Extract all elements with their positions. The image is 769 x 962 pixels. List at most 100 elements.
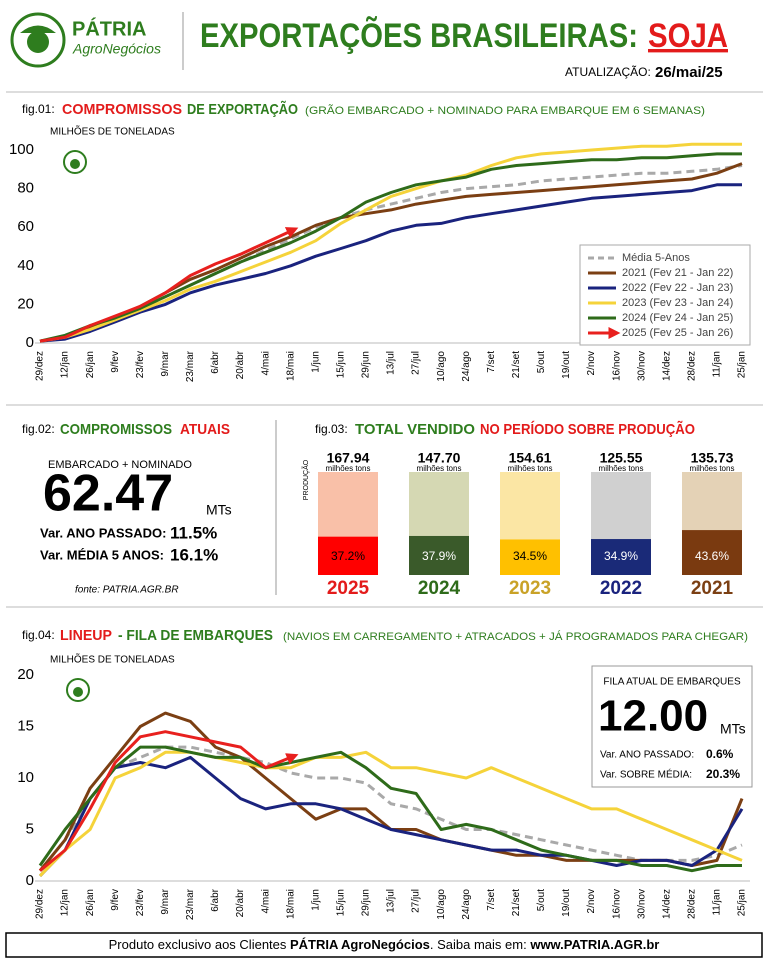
bar-sold-label: 37.9% bbox=[422, 549, 456, 563]
kpi-var: 11.5% bbox=[170, 523, 217, 542]
x-tick-label: 9/fev bbox=[110, 351, 121, 373]
x-tick-label: 23/mar bbox=[185, 888, 196, 920]
x-tick-label: 15/jun bbox=[335, 889, 346, 916]
x-tick-label: 13/jul bbox=[386, 889, 397, 913]
category-label: 2025 bbox=[327, 578, 370, 599]
chart-logo bbox=[63, 150, 87, 174]
x-tick-label: 16/nov bbox=[611, 351, 622, 381]
y-tick-label: 40 bbox=[17, 257, 34, 274]
x-tick-label: 27/jul bbox=[411, 889, 422, 913]
bar-total-label: 135.73 bbox=[691, 450, 734, 466]
category-label: 2021 bbox=[691, 578, 734, 599]
bar-sold-label: 34.9% bbox=[604, 549, 638, 563]
footer-url: www.PATRIA.AGR.br bbox=[529, 937, 659, 952]
kpi-box-title: FILA ATUAL DE EMBARQUES bbox=[603, 677, 741, 688]
series-line bbox=[38, 750, 743, 877]
x-tick-label: 1/jun bbox=[310, 351, 321, 373]
fig-title: LINEUP bbox=[60, 627, 112, 644]
fig-subtitle: (NAVIOS EM CARREGAMENTO + ATRACADOS + JÁ… bbox=[283, 630, 748, 643]
footer-box bbox=[5, 932, 763, 958]
legend-label: Média 5-Anos bbox=[622, 252, 690, 264]
y-axis-label: MILHÕES DE TONELADAS bbox=[50, 653, 175, 666]
x-tick-label: 18/mai bbox=[285, 889, 296, 919]
x-tick-label: 26/jan bbox=[85, 351, 96, 378]
x-tick-label: 14/dez bbox=[661, 889, 672, 919]
y-tick-label: 0 bbox=[26, 872, 34, 889]
fig-title: - FILA DE EMBARQUES bbox=[118, 627, 273, 644]
y-tick-label: 80 bbox=[17, 180, 34, 197]
x-tick-label: 10/ago bbox=[436, 351, 447, 382]
bar-sold bbox=[591, 539, 651, 575]
bar-unit: milhões tons bbox=[326, 464, 371, 473]
x-tick-label: 25/jan bbox=[737, 889, 748, 916]
kpi-var-label: Var. SOBRE MÉDIA: bbox=[600, 768, 692, 781]
x-tick-label: 23/fev bbox=[135, 889, 146, 916]
x-tick-label: 6/abr bbox=[210, 888, 221, 911]
fig-label: fig.04: bbox=[22, 628, 55, 642]
y-tick-label: 20 bbox=[17, 295, 34, 312]
x-tick-label: 5/out bbox=[536, 351, 547, 373]
bar-unit: milhões tons bbox=[690, 464, 735, 473]
update-label: ATUALIZAÇÃO: bbox=[565, 65, 651, 79]
main-title-highlight: SOJA bbox=[648, 17, 728, 55]
x-tick-label: 24/ago bbox=[461, 889, 472, 920]
series-line bbox=[39, 183, 742, 343]
bar-unit: milhões tons bbox=[508, 464, 553, 473]
kpi-caption: EMBARCADO + NOMINADO bbox=[48, 459, 192, 471]
category-label: 2023 bbox=[509, 578, 551, 599]
legend-label: 2021 (Fev 21 - Jan 22) bbox=[622, 267, 733, 279]
kpi-unit: MTs bbox=[206, 502, 232, 518]
bar-total-label: 125.55 bbox=[600, 450, 643, 466]
y-tick-label: 100 bbox=[9, 141, 34, 158]
footer-text: . Saiba mais em: bbox=[430, 937, 530, 952]
main-title: EXPORTAÇÕES BRASILEIRAS: bbox=[200, 17, 638, 55]
y-tick-label: 0 bbox=[26, 334, 34, 351]
source: fonte: PATRIA.AGR.BR bbox=[75, 585, 179, 596]
x-tick-label: 28/dez bbox=[686, 351, 697, 381]
footer-text: Produto exclusivo aos Clientes bbox=[109, 937, 290, 952]
x-tick-label: 30/nov bbox=[636, 889, 647, 919]
kpi-var-label: Var. MÉDIA 5 ANOS: bbox=[40, 547, 164, 562]
footer-brand: PÁTRIA AgroNegócios bbox=[290, 937, 430, 952]
brand-sub: AgroNegócios bbox=[72, 41, 161, 57]
logo bbox=[10, 12, 66, 68]
x-tick-label: 5/out bbox=[536, 889, 547, 911]
y-tick-label: 60 bbox=[17, 218, 34, 235]
series-line bbox=[39, 730, 299, 872]
x-tick-label: 29/dez bbox=[35, 889, 46, 919]
x-tick-label: 9/mar bbox=[160, 350, 171, 376]
x-tick-label: 23/mar bbox=[185, 350, 196, 382]
x-tick-label: 4/mai bbox=[260, 351, 271, 375]
legend-box bbox=[579, 244, 751, 346]
bar-unit: milhões tons bbox=[599, 464, 644, 473]
fig-title: TOTAL VENDIDO bbox=[355, 421, 475, 438]
series-line bbox=[38, 745, 743, 872]
bar-sold bbox=[318, 536, 378, 575]
legend-label: 2023 (Fev 23 - Jan 24) bbox=[622, 297, 733, 309]
x-tick-label: 14/dez bbox=[661, 351, 672, 381]
fig-title: COMPROMISSOS bbox=[60, 421, 172, 438]
x-tick-label: 9/mar bbox=[160, 888, 171, 914]
x-tick-label: 7/set bbox=[486, 351, 497, 373]
brand: PÁTRIA bbox=[72, 17, 146, 40]
y-tick-label: 20 bbox=[17, 666, 34, 683]
x-tick-label: 20/abr bbox=[235, 888, 246, 917]
legend-label: 2024 (Fev 24 - Jan 25) bbox=[622, 312, 733, 324]
kpi-unit: MTs bbox=[720, 721, 746, 737]
fig-title: DE EXPORTAÇÃO bbox=[187, 100, 298, 118]
series-line bbox=[39, 142, 742, 343]
x-tick-label: 19/out bbox=[561, 351, 572, 379]
kpi-value: 62.47 bbox=[43, 465, 173, 523]
category-label: 2022 bbox=[600, 578, 642, 599]
series-line bbox=[38, 745, 742, 873]
x-tick-label: 28/dez bbox=[686, 889, 697, 919]
x-tick-label: 1/jun bbox=[310, 889, 321, 911]
kpi-value: 12.00 bbox=[598, 692, 708, 741]
fig-title: NO PERÍODO SOBRE PRODUÇÃO bbox=[480, 420, 695, 438]
legend-label: 2022 (Fev 22 - Jan 23) bbox=[622, 282, 733, 294]
x-tick-label: 11/jan bbox=[712, 889, 723, 916]
x-tick-label: 27/jul bbox=[411, 351, 422, 375]
x-tick-label: 30/nov bbox=[636, 351, 647, 381]
x-tick-label: 13/jul bbox=[386, 351, 397, 375]
